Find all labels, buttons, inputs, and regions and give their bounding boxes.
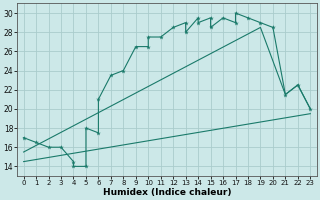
X-axis label: Humidex (Indice chaleur): Humidex (Indice chaleur) <box>103 188 231 197</box>
